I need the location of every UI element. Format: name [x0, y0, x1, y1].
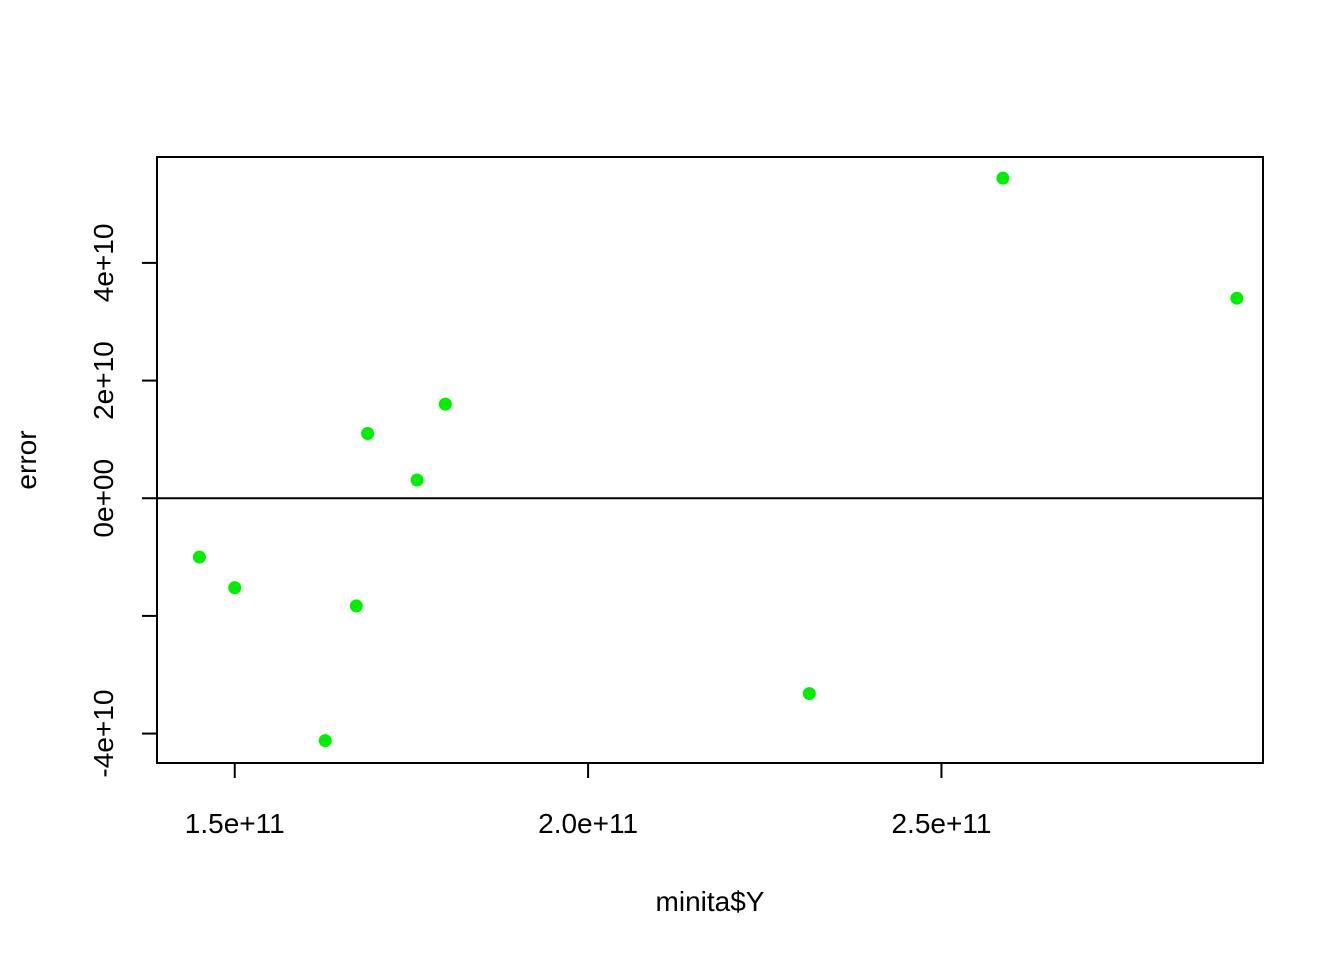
data-point	[1230, 291, 1244, 305]
x-axis-label: minita$Y	[656, 886, 765, 917]
y-tick-label: 0e+00	[88, 459, 119, 538]
x-axis: 1.5e+11 2.0e+11 2.5e+11	[185, 763, 991, 839]
data-point	[318, 734, 332, 748]
x-tick-label: 2.0e+11	[538, 808, 638, 839]
data-point	[361, 427, 375, 441]
data-point	[802, 687, 816, 701]
y-tick-label: 4e+10	[88, 224, 119, 303]
x-tick-label: 1.5e+11	[185, 808, 285, 839]
data-point	[192, 550, 206, 564]
y-axis-label: error	[11, 430, 42, 489]
data-point	[228, 581, 242, 595]
y-axis: -4e+10 0e+00 2e+10 4e+10	[88, 224, 157, 778]
y-tick-label: -4e+10	[88, 690, 119, 778]
data-point	[410, 473, 424, 487]
plot-frame	[156, 156, 1264, 764]
y-tick-label: 2e+10	[88, 341, 119, 420]
data-point	[438, 397, 452, 411]
data-points	[192, 171, 1244, 748]
x-tick-label: 2.5e+11	[891, 808, 991, 839]
data-point	[996, 171, 1010, 185]
data-point	[349, 599, 363, 613]
